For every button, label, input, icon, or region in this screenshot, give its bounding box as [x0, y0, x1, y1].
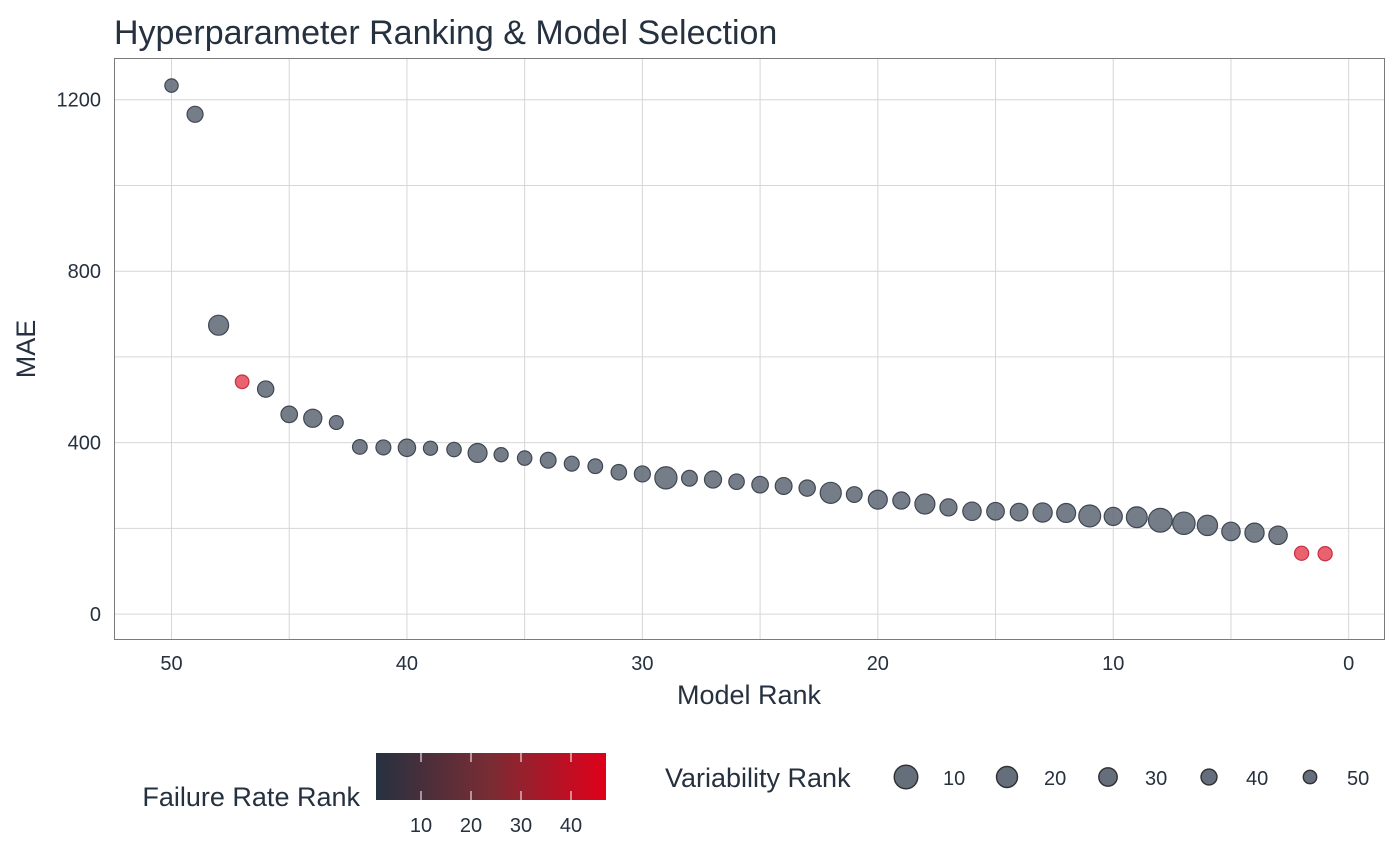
data-point	[1293, 545, 1310, 561]
data-point	[633, 465, 651, 483]
data-point	[186, 105, 204, 123]
data-point	[703, 470, 723, 489]
size-legend-label: 10	[943, 768, 965, 790]
data-point	[798, 479, 816, 497]
data-point	[819, 481, 842, 504]
data-point	[1147, 507, 1173, 533]
x-axis-title: Model Rank	[677, 680, 822, 710]
y-axis: 0 400 800 1200	[57, 90, 102, 626]
data-point	[867, 489, 888, 510]
size-legend-key	[995, 765, 1019, 789]
size-legend-label: 50	[1347, 768, 1369, 790]
color-legend-tick-label: 30	[510, 815, 532, 837]
data-point	[1221, 521, 1241, 542]
size-legend-key	[1302, 769, 1318, 785]
data-point	[654, 466, 678, 490]
data-point	[1268, 525, 1288, 546]
data-point	[1009, 502, 1029, 522]
data-point	[751, 475, 769, 494]
data-points	[164, 78, 1333, 562]
x-tick-label: 20	[867, 653, 889, 675]
data-point	[774, 476, 793, 495]
size-legend: Variability Rank 10 20 30 40 50	[665, 763, 1369, 793]
color-legend: Failure Rate Rank 10 20 30 40	[142, 753, 606, 837]
size-legend-key	[1098, 767, 1118, 787]
size-legend-label: 20	[1044, 768, 1066, 790]
data-point	[1244, 522, 1265, 543]
data-point	[1317, 546, 1333, 562]
data-point	[467, 442, 488, 464]
data-point	[845, 486, 863, 504]
data-point	[164, 78, 179, 93]
data-point	[1032, 502, 1053, 523]
y-axis-title: MAE	[11, 320, 41, 379]
data-point	[986, 501, 1005, 521]
data-point	[587, 458, 604, 475]
data-point	[375, 439, 392, 456]
x-tick-label: 0	[1343, 653, 1354, 675]
x-tick-label: 10	[1102, 653, 1124, 675]
data-point	[680, 469, 698, 487]
data-point	[234, 374, 250, 390]
data-point	[516, 450, 533, 466]
x-axis: 50 40 30 20 10 0	[160, 653, 1354, 675]
data-point	[939, 498, 958, 517]
data-point	[303, 408, 323, 428]
data-point	[962, 501, 982, 522]
data-point	[1172, 511, 1196, 536]
y-tick-label: 400	[68, 433, 101, 455]
data-point	[397, 438, 417, 458]
y-tick-label: 1200	[57, 90, 102, 112]
data-point	[328, 414, 344, 431]
data-point	[1196, 514, 1219, 537]
size-legend-label: 30	[1145, 768, 1167, 790]
y-tick-label: 0	[90, 604, 101, 626]
data-point	[539, 451, 557, 469]
data-point	[493, 447, 509, 463]
data-point	[351, 439, 368, 455]
data-point	[1056, 502, 1077, 524]
y-tick-label: 800	[68, 261, 101, 283]
data-point	[446, 441, 462, 458]
data-point	[1103, 506, 1123, 527]
color-legend-tick-label: 20	[460, 815, 482, 837]
color-legend-bar	[376, 753, 606, 800]
chart-title: Hyperparameter Ranking & Model Selection	[114, 14, 777, 52]
size-legend-title: Variability Rank	[665, 763, 851, 793]
data-point	[728, 473, 745, 491]
data-point	[256, 380, 275, 398]
size-legend-key	[893, 764, 919, 790]
data-point	[280, 405, 299, 424]
size-legend-key	[1200, 768, 1218, 786]
data-point	[1078, 504, 1102, 528]
data-point	[207, 314, 230, 336]
color-legend-ticks: 10 20 30 40	[410, 753, 582, 837]
data-point	[892, 491, 911, 510]
x-tick-label: 30	[631, 653, 653, 675]
data-point	[914, 493, 936, 515]
data-point	[1125, 506, 1148, 529]
x-tick-label: 50	[160, 653, 182, 675]
size-legend-label: 40	[1246, 768, 1268, 790]
data-point	[422, 440, 439, 456]
plot-panel	[114, 58, 1385, 640]
data-point	[610, 463, 628, 481]
size-legend-keys: 10 20 30 40 50	[893, 764, 1369, 790]
color-legend-tick-label: 40	[560, 815, 582, 837]
grid	[115, 59, 1384, 639]
color-legend-tick-label: 10	[410, 815, 432, 837]
color-legend-title: Failure Rate Rank	[142, 782, 360, 812]
data-point	[563, 455, 580, 472]
x-tick-label: 40	[396, 653, 418, 675]
